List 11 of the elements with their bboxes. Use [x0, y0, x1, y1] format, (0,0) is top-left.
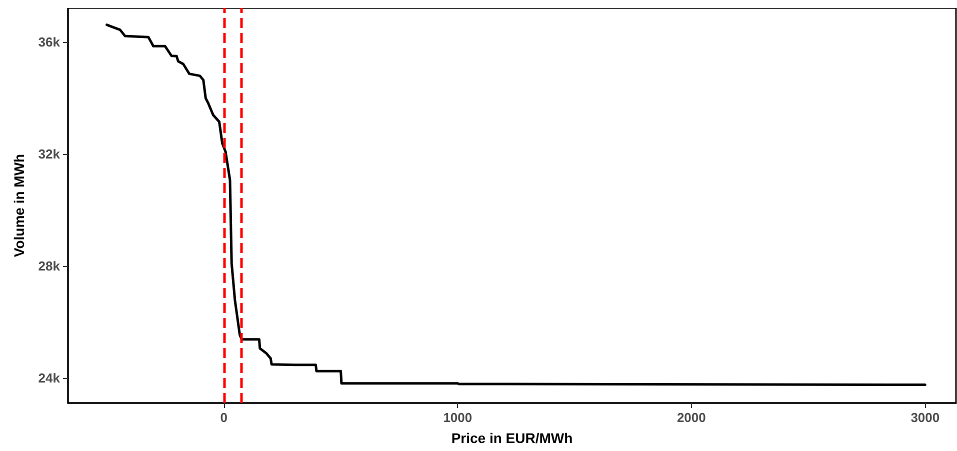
- y-tick-label: 28k: [38, 258, 61, 274]
- x-tick-label: 1000: [443, 410, 472, 425]
- x-axis-title: Price in EUR/MWh: [451, 430, 573, 446]
- y-tick-label: 32k: [38, 146, 61, 162]
- x-tick-label: 0: [220, 410, 228, 425]
- y-axis-title: Volume in MWh: [11, 154, 27, 258]
- y-tick-label: 36k: [38, 34, 61, 50]
- x-tick-label: 3000: [910, 410, 940, 425]
- line-series: [106, 24, 926, 386]
- x-tick-label: 2000: [676, 410, 706, 425]
- y-tick-label: 24k: [38, 370, 61, 386]
